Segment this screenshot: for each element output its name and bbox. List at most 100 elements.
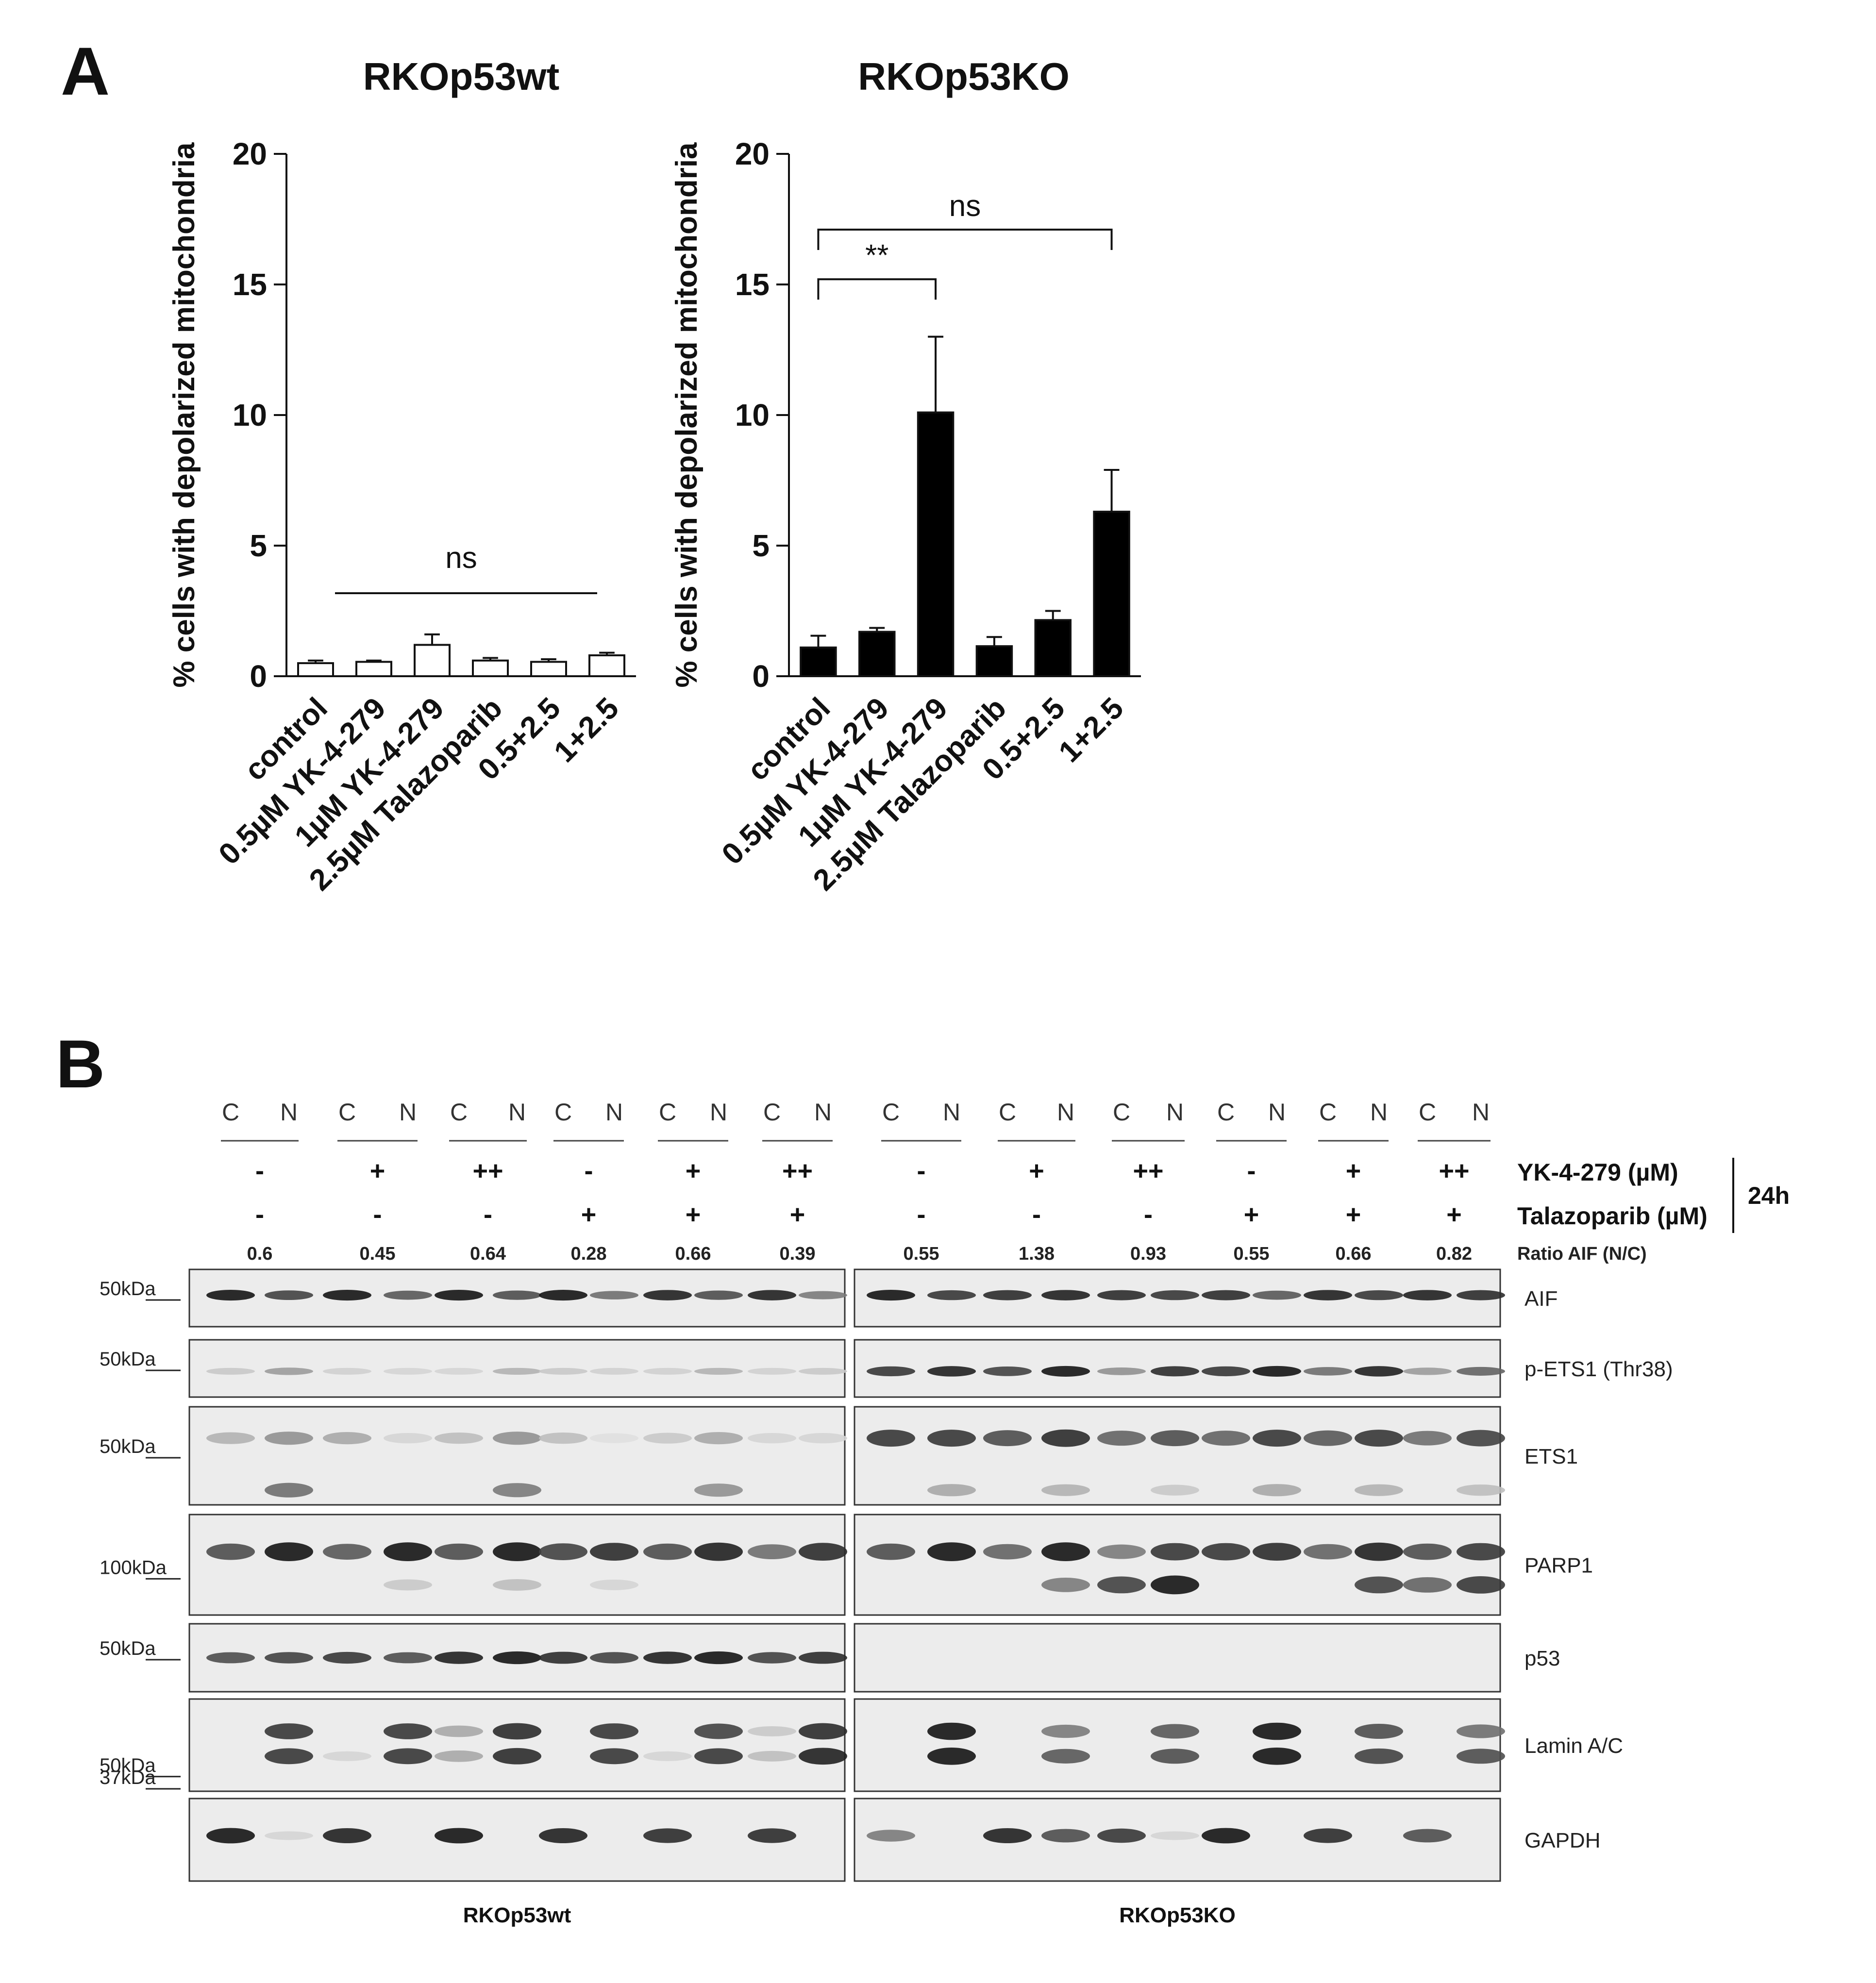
blot-band [1304,1367,1352,1376]
blot-band [748,1726,796,1736]
talazoparib-dose: + [686,1200,701,1229]
blot-strip-wt [188,1798,846,1882]
yk-dose: + [370,1156,385,1185]
chart-title: RKOp53wt [363,55,560,98]
blot-band [867,1290,915,1301]
blot-band [590,1433,638,1443]
blot-strip-ko [854,1698,1501,1792]
blot-band [590,1748,638,1765]
blot-band [265,1542,313,1561]
blot-band [265,1367,313,1375]
blot-band [435,1750,483,1762]
lane-label: C [1113,1099,1130,1126]
blot-row-p-ets1-thr38-: p-ETS1 (Thr38) 50kDa [100,1339,1673,1398]
blot-band [1355,1723,1403,1739]
blot-band [748,1367,796,1375]
blot-band [799,1367,847,1375]
y-tick-label: 10 [233,398,267,433]
blot-band [694,1367,743,1375]
blot-band [927,1430,976,1447]
blot-band [590,1652,638,1664]
bar [297,662,334,677]
blot-strip-ko [854,1623,1501,1693]
mw-marker-label: 50kDa [100,1436,156,1457]
blot-band [493,1579,541,1591]
blot-band [1041,1290,1090,1300]
aif-ratio: 0.66 [1336,1244,1372,1264]
blot-band [1041,1724,1090,1738]
significance-label: ** [865,239,888,272]
mw-marker-label: 50kDa [100,1349,156,1370]
blot-band [539,1290,587,1301]
blot-band [1304,1544,1352,1560]
blot-band [265,1483,313,1498]
lane-label: N [1166,1099,1184,1126]
aif-ratio: 0.6 [247,1244,273,1264]
blot-band [748,1652,796,1664]
blot-band [1202,1828,1250,1844]
blot-band [1457,1484,1505,1496]
blot-band [384,1579,432,1591]
blot-band [748,1750,796,1762]
blot-band [384,1723,432,1739]
blot-band [643,1290,692,1300]
blot-band [1151,1724,1199,1739]
y-axis-label: % cells with depolarized mitochondria [168,142,201,688]
lane-label: N [943,1099,960,1126]
blot-band [590,1543,638,1561]
talazoparib-dose: + [1244,1200,1259,1229]
blot-band [493,1651,541,1665]
y-tick-label: 0 [752,659,770,694]
blot-band [643,1433,692,1444]
aif-ratio: 0.55 [904,1244,939,1264]
blot-band [694,1651,743,1665]
chart-rkop53ko: RKOp53KO % cells with depolarized mitocho… [670,55,1141,897]
blot-band [1151,1749,1199,1764]
blot-band [927,1366,976,1377]
x-tick-label: 1+2.5 [548,691,625,769]
protein-label: AIF [1524,1287,1558,1311]
blot-strip-wt [188,1514,846,1616]
yk-dose: - [917,1156,926,1185]
yk-label: YK-4-279 (µM) [1517,1159,1678,1186]
blot-band [799,1748,847,1765]
yk-dose: - [255,1156,264,1185]
blot-band [435,1725,483,1737]
blot-band [1097,1290,1146,1300]
lane-label: C [763,1099,781,1126]
blot-band [206,1432,255,1444]
blot-band [384,1652,432,1664]
yk-dose: - [585,1156,593,1185]
blot-band [799,1543,847,1561]
lane-label: N [1370,1099,1388,1126]
blot-band [1403,1577,1452,1593]
blot-band [1151,1484,1199,1496]
blot-band [590,1367,638,1375]
blot-band [1202,1290,1250,1300]
lane-label: N [814,1099,832,1126]
blot-band [1457,1576,1505,1594]
yk-dose: + [1346,1156,1361,1185]
blot-band [493,1367,541,1375]
blot-band [435,1290,483,1301]
talazoparib-dose: - [917,1200,926,1229]
talazoparib-dose: + [1346,1200,1361,1229]
aif-ratio: 0.55 [1234,1244,1270,1264]
blot-band [323,1751,371,1761]
blot-band [1355,1542,1403,1561]
yk-dose: - [1247,1156,1256,1185]
blot-band [493,1723,541,1740]
blot-band [1304,1828,1352,1843]
blot-band [1041,1429,1090,1447]
blot-band [1041,1749,1090,1764]
blot-band [1304,1430,1352,1446]
bar [1034,619,1072,677]
lane-label: N [280,1099,298,1126]
yk-dose: ++ [1133,1156,1163,1185]
blot-band [694,1723,743,1739]
blot-band [384,1367,432,1375]
blot-band [1253,1543,1301,1561]
blot-band [206,1543,255,1560]
talazoparib-dose: - [373,1200,382,1229]
